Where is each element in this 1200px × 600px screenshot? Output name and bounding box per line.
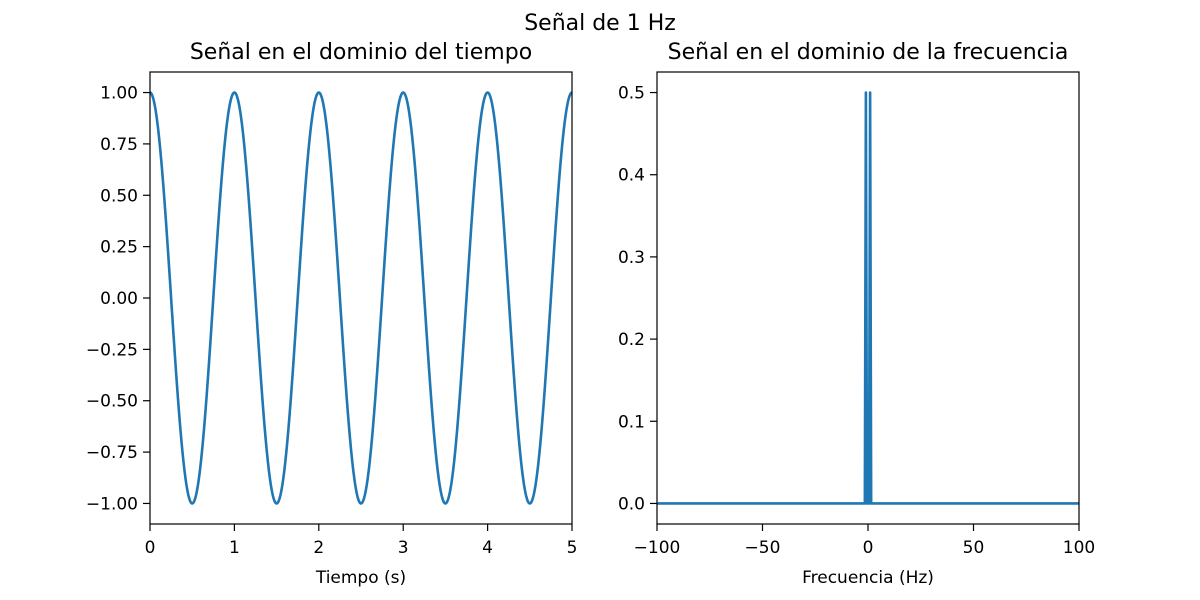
time-domain-y-tick-label: 1.00 <box>100 84 138 104</box>
time-domain-x-label: Tiempo (s) <box>315 568 406 588</box>
frequency-domain-x-tick-label: 50 <box>963 538 985 558</box>
frequency-domain-x-ticks: −100 −50 0 50 100 <box>634 524 1095 558</box>
time-domain-y-tick-label: −0.50 <box>86 392 138 412</box>
time-domain-axes: Señal en el dominio del tiempo 0 1 2 3 4 5 −1… <box>86 40 578 588</box>
frequency-domain-plot-area <box>657 91 1079 505</box>
frequency-domain-y-tick-label: 0.0 <box>618 494 645 514</box>
time-domain-x-ticks: 0 1 2 3 4 5 <box>145 524 578 558</box>
frequency-domain-y-tick-label: 0.4 <box>618 166 645 186</box>
frequency-domain-series-line <box>657 91 1079 505</box>
time-domain-y-tick-label: −0.25 <box>86 340 138 360</box>
time-domain-title: Señal en el dominio del tiempo <box>190 40 532 65</box>
time-domain-x-tick-label: 0 <box>145 538 156 558</box>
time-domain-y-tick-label: 0.00 <box>100 289 138 309</box>
time-domain-y-tick-label: −0.75 <box>86 443 138 463</box>
frequency-domain-y-tick-label: 0.5 <box>618 84 645 104</box>
time-domain-x-tick-label: 3 <box>398 538 409 558</box>
time-domain-x-tick-label: 5 <box>567 538 578 558</box>
frequency-domain-x-label: Frecuencia (Hz) <box>802 568 934 588</box>
time-domain-y-tick-label: 0.75 <box>100 135 138 155</box>
time-domain-y-ticks: −1.00 −0.75 −0.50 −0.25 0.00 0.25 0.50 0.75 1.00 <box>86 84 150 514</box>
frequency-domain-y-tick-label: 0.3 <box>618 248 645 268</box>
time-domain-series-line <box>150 91 572 505</box>
frequency-domain-title: Señal en el dominio de la frecuencia <box>668 40 1069 65</box>
figure-suptitle: Señal de 1 Hz <box>524 11 676 36</box>
time-domain-y-tick-label: −1.00 <box>86 494 138 514</box>
frequency-domain-x-tick-label: −50 <box>745 538 781 558</box>
time-domain-x-tick-label: 1 <box>229 538 240 558</box>
frequency-domain-y-tick-label: 0.1 <box>618 412 645 432</box>
frequency-domain-axes: Señal en el dominio de la frecuencia −10… <box>618 40 1095 588</box>
time-domain-y-tick-label: 0.50 <box>100 186 138 206</box>
time-domain-plot-area <box>150 91 572 505</box>
frequency-domain-y-ticks: 0.0 0.1 0.2 0.3 0.4 0.5 <box>618 84 657 514</box>
frequency-domain-x-tick-label: 100 <box>1063 538 1095 558</box>
time-domain-x-tick-label: 4 <box>482 538 493 558</box>
time-domain-x-tick-label: 2 <box>313 538 324 558</box>
frequency-domain-x-tick-label: −100 <box>634 538 681 558</box>
frequency-domain-y-tick-label: 0.2 <box>618 330 645 350</box>
time-domain-y-tick-label: 0.25 <box>100 238 138 258</box>
frequency-domain-x-tick-label: 0 <box>863 538 874 558</box>
